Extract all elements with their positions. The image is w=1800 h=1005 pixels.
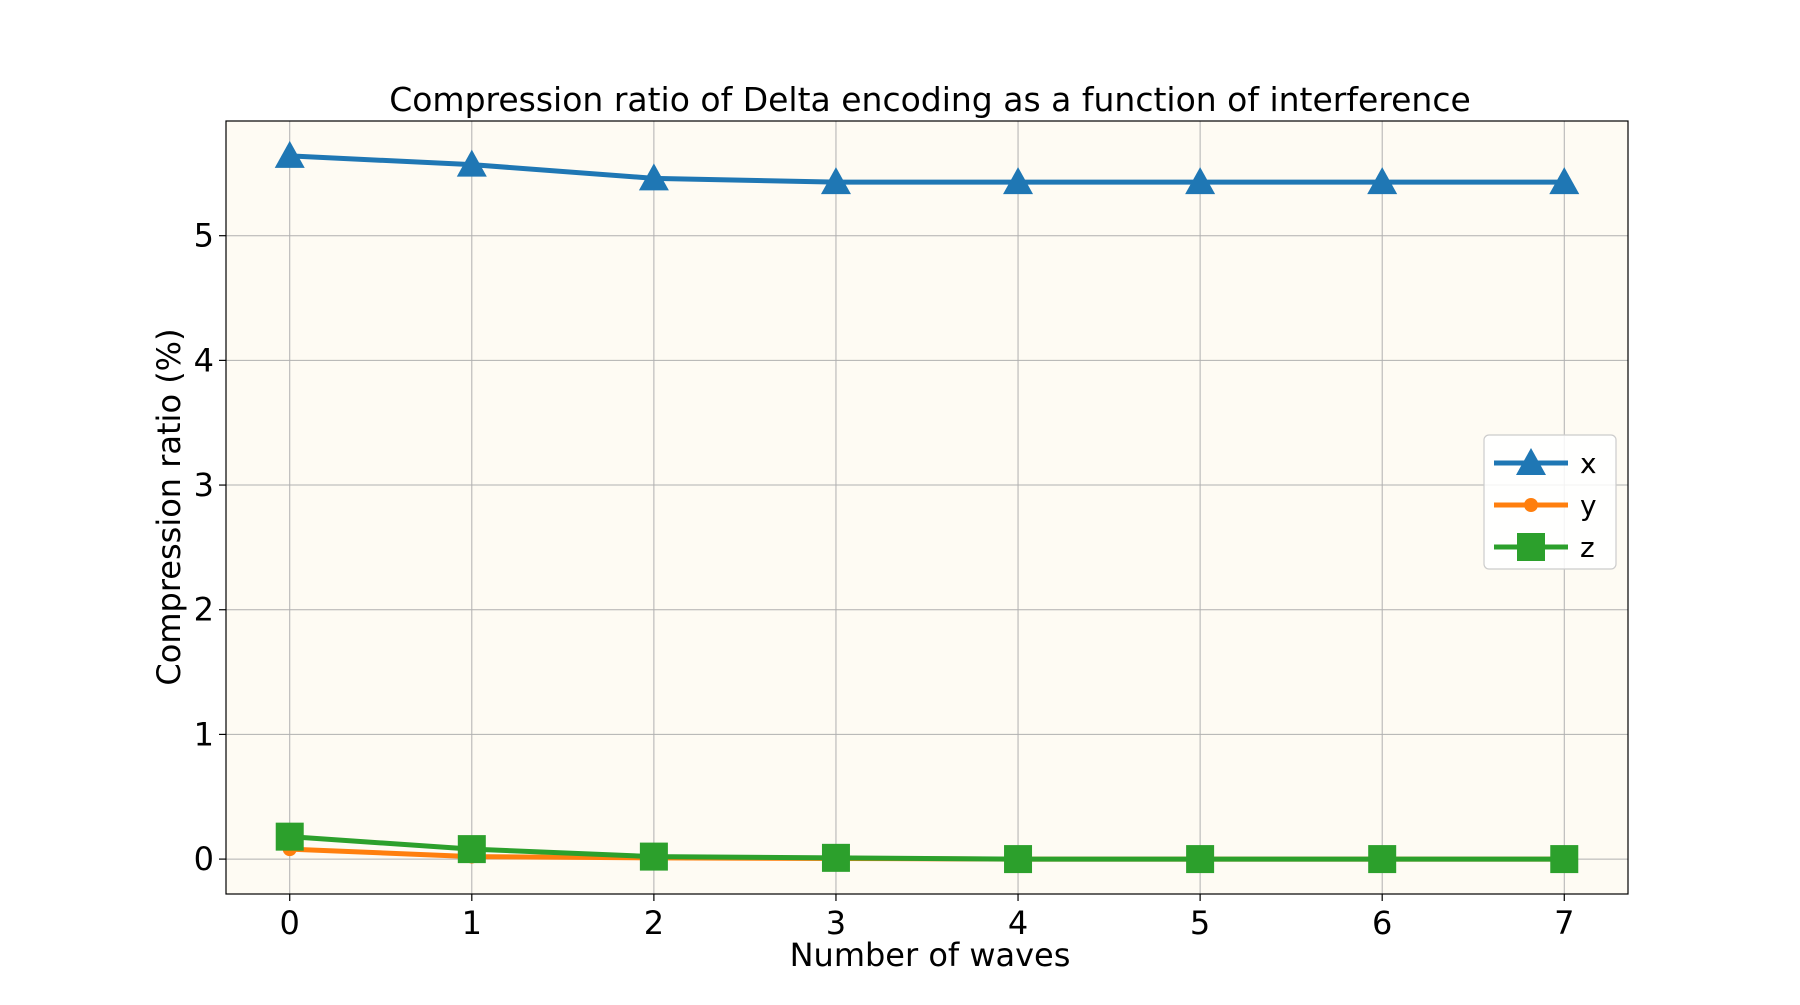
plot-area <box>226 121 1628 894</box>
series-layer <box>274 140 1580 874</box>
legend-label: z <box>1580 531 1595 564</box>
series-z <box>275 822 1579 874</box>
x-tick-label: 0 <box>280 904 300 942</box>
x-tick-label: 2 <box>644 904 664 942</box>
series-x <box>274 140 1580 195</box>
y-tick-label: 3 <box>194 466 214 504</box>
data-point-z <box>639 842 668 871</box>
chart-title: Compression ratio of Delta encoding as a… <box>389 80 1471 119</box>
legend-item-z: z <box>1494 531 1595 564</box>
y-tick-label: 2 <box>194 591 214 629</box>
data-point-z <box>1186 845 1215 874</box>
y-tick-label: 0 <box>194 840 214 878</box>
plot-frame <box>225 120 1629 895</box>
y-tick-label: 5 <box>194 217 214 255</box>
data-point-x <box>638 163 669 191</box>
axis-ticks: 0 1 2 3 4 5 6 7 0 1 2 3 4 5 <box>194 217 1575 942</box>
x-tick-label: 3 <box>826 904 846 942</box>
y-axis-label: Compression ratio (%) <box>150 328 188 685</box>
y-tick-label: 1 <box>194 715 214 753</box>
data-point-x <box>274 140 305 168</box>
series-line-x <box>287 153 1567 185</box>
data-point-x <box>1367 167 1398 195</box>
series-line-z <box>287 834 1567 862</box>
data-point-z <box>1004 845 1033 874</box>
y-tick-label: 4 <box>194 341 214 379</box>
grid-lines <box>226 121 1628 894</box>
x-tick-label: 7 <box>1554 904 1574 942</box>
data-point-x <box>1185 167 1216 195</box>
data-point-x <box>820 167 851 195</box>
data-point-z <box>275 822 304 851</box>
x-axis-label: Number of waves <box>790 936 1071 974</box>
data-point-x <box>1003 167 1034 195</box>
data-point-z <box>821 843 850 872</box>
x-tick-label: 1 <box>462 904 482 942</box>
x-tick-label: 6 <box>1372 904 1392 942</box>
legend-label: x <box>1580 447 1597 480</box>
legend-item-x: x <box>1494 447 1597 480</box>
legend-marker <box>1516 448 1546 475</box>
x-tick-label: 4 <box>1008 904 1028 942</box>
legend-marker <box>1517 533 1545 561</box>
data-point-x <box>1549 167 1580 195</box>
data-point-z <box>1368 845 1397 874</box>
legend-label: y <box>1580 489 1597 522</box>
legend: xyz <box>1483 434 1617 570</box>
data-point-x <box>456 149 487 177</box>
data-point-z <box>1550 845 1579 874</box>
legend-item-y: y <box>1494 489 1597 522</box>
legend-marker <box>1524 498 1538 512</box>
data-point-z <box>457 835 486 864</box>
x-tick-label: 5 <box>1190 904 1210 942</box>
